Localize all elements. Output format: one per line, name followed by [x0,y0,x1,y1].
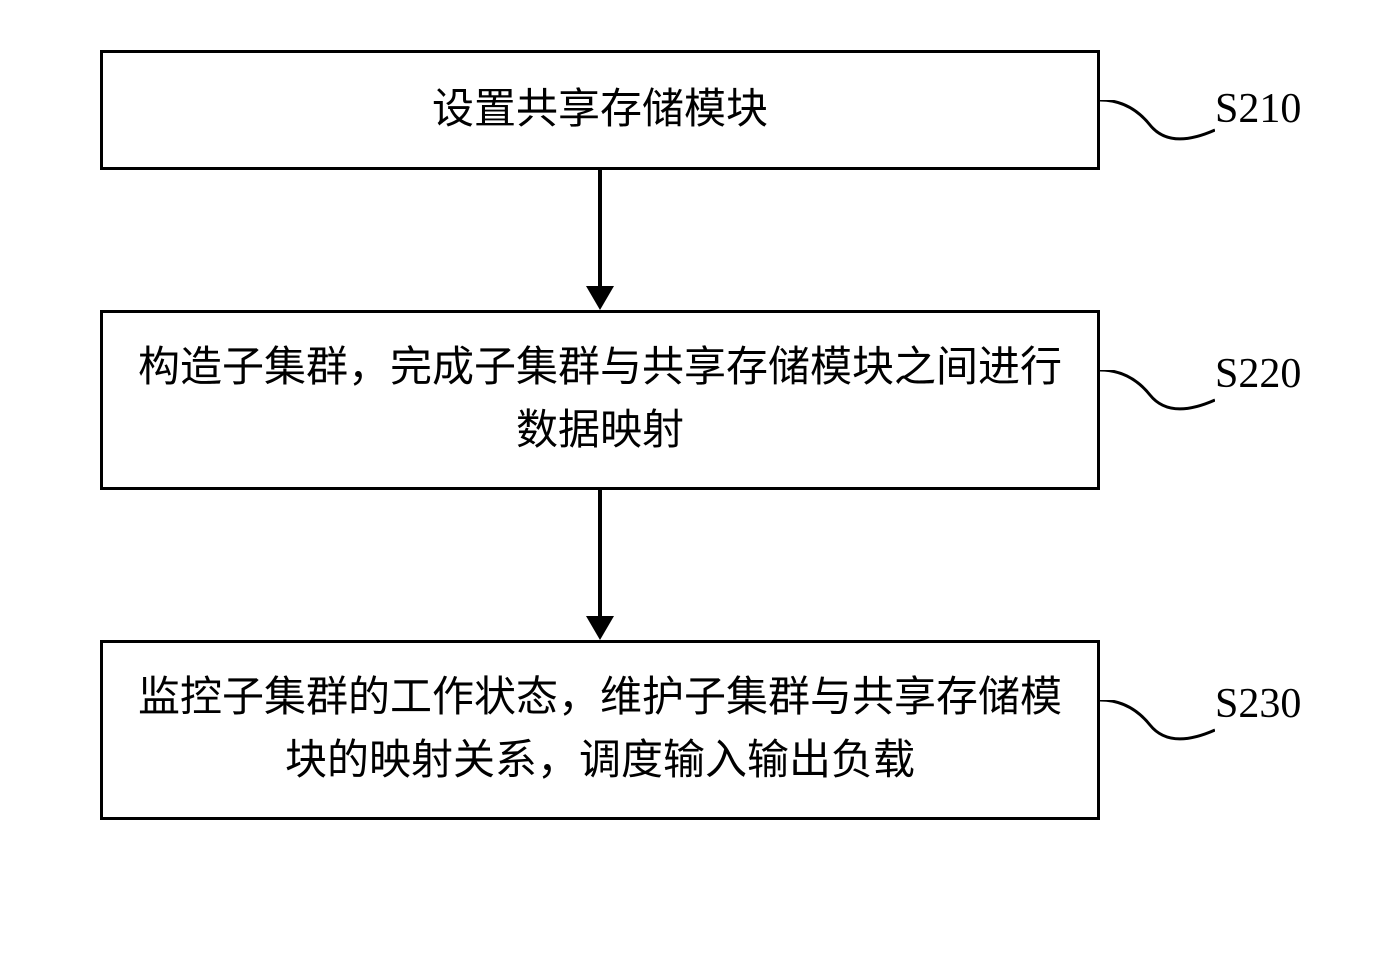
flowchart-container: 设置共享存储模块 S210 构造子集群，完成子集群与共享存储模块之间进行数据映射… [0,0,1390,954]
arrow-s210-s220 [597,170,603,310]
bracket-s210 [1100,100,1215,180]
arrow-s220-s230 [597,490,603,640]
step-box-s210: 设置共享存储模块 [100,50,1100,170]
arrow-head-icon [586,286,614,310]
step-label-s230: S230 [1215,680,1301,728]
step-text: 监控子集群的工作状态，维护子集群与共享存储模块的映射关系，调度输入输出负载 [133,667,1067,793]
step-box-s220: 构造子集群，完成子集群与共享存储模块之间进行数据映射 [100,310,1100,490]
bracket-s230 [1100,700,1215,780]
step-text: 设置共享存储模块 [432,79,768,142]
step-box-s230: 监控子集群的工作状态，维护子集群与共享存储模块的映射关系，调度输入输出负载 [100,640,1100,820]
arrow-line [598,490,602,616]
bracket-s220 [1100,370,1215,450]
step-text: 构造子集群，完成子集群与共享存储模块之间进行数据映射 [133,337,1067,463]
arrow-line [598,170,602,286]
arrow-head-icon [586,616,614,640]
step-label-s210: S210 [1215,85,1301,133]
step-label-s220: S220 [1215,350,1301,398]
